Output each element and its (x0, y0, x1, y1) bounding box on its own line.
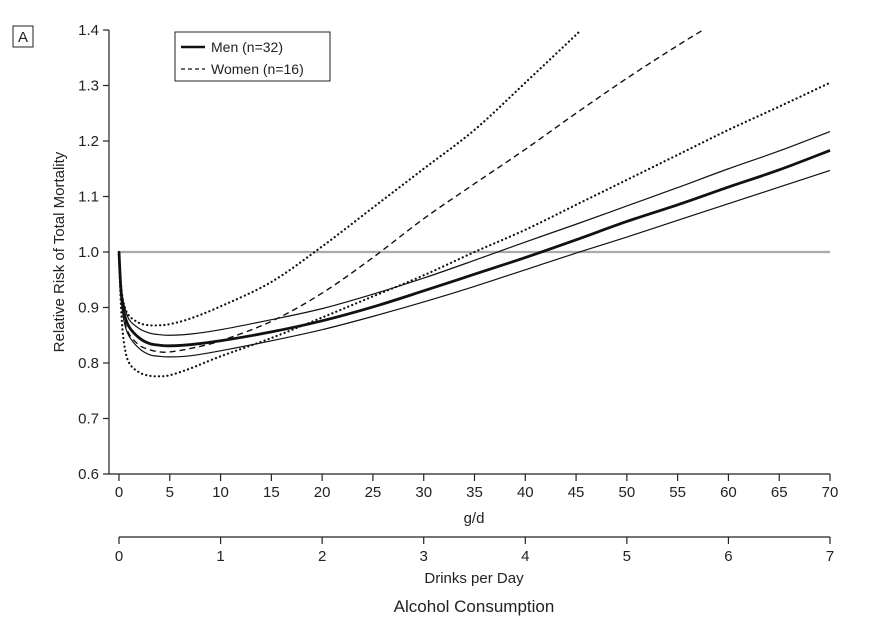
x-ticks: 0 5 10 15 20 25 30 35 40 45 50 55 60 65 70 (115, 474, 839, 501)
x2-ticks: 0 1 2 3 4 5 6 7 (115, 537, 834, 565)
x2-tick-label: 2 (318, 548, 326, 565)
x-axis-title: g/d (464, 510, 485, 527)
y-tick-label: 1.4 (78, 22, 99, 39)
legend: Men (n=32) Women (n=16) (174, 31, 331, 82)
x2-tick-label: 5 (623, 548, 631, 565)
x-tick-label: 65 (771, 484, 788, 501)
bottom-title: Alcohol Consumption (394, 597, 555, 616)
x-tick-label: 25 (365, 484, 382, 501)
y-tick-label: 0.7 (78, 411, 99, 428)
x-tick-label: 45 (568, 484, 585, 501)
legend-women-label: Women (n=16) (211, 61, 304, 77)
x-tick-label: 5 (166, 484, 174, 501)
x2-tick-label: 6 (724, 548, 732, 565)
series-line-women-upper-ci (117, 28, 583, 327)
x-tick-label: 50 (619, 484, 636, 501)
x-tick-label: 10 (212, 484, 229, 501)
series-line-women-lower-ci (117, 81, 832, 378)
panel-label-box (12, 25, 34, 48)
x2-tick-label: 7 (826, 548, 834, 565)
y-axis-title: Relative Risk of Total Mortality (51, 151, 68, 352)
x-tick-label: 60 (720, 484, 737, 501)
series-layer (117, 28, 832, 378)
y-tick-label: 1.3 (78, 78, 99, 95)
y-tick-label: 1.1 (78, 189, 99, 206)
x-tick-label: 15 (263, 484, 280, 501)
x2-axis-title: Drinks per Day (424, 570, 524, 587)
panel-label-text: A (18, 29, 28, 46)
series-line-men-lower-ci (118, 169, 831, 358)
x2-tick-label: 0 (115, 548, 123, 565)
x-tick-label: 55 (669, 484, 686, 501)
x-tick-label: 20 (314, 484, 331, 501)
legend-men-label: Men (n=32) (211, 39, 283, 55)
x-tick-label: 40 (517, 484, 534, 501)
x-tick-label: 70 (822, 484, 839, 501)
series-line-men-upper-ci (118, 130, 831, 336)
y-tick-label: 0.8 (78, 355, 99, 372)
x2-tick-label: 3 (420, 548, 428, 565)
y-tick-label: 1.2 (78, 133, 99, 150)
x-tick-label: 35 (466, 484, 483, 501)
y-tick-label: 0.9 (78, 300, 99, 317)
x2-tick-label: 1 (216, 548, 224, 565)
x-tick-label: 0 (115, 484, 123, 501)
series-line-estimate-women (118, 29, 704, 353)
y-ticks: 0.6 0.7 0.8 0.9 1.0 1.1 1.2 1.3 1.4 (78, 22, 109, 483)
y-tick-label: 0.6 (78, 466, 99, 483)
x-tick-label: 30 (415, 484, 432, 501)
legend-box (174, 31, 331, 82)
panel-label: A (12, 25, 34, 48)
y-tick-label: 1.0 (78, 244, 99, 261)
series-line-estimate-men (117, 149, 831, 348)
x2-tick-label: 4 (521, 548, 529, 565)
